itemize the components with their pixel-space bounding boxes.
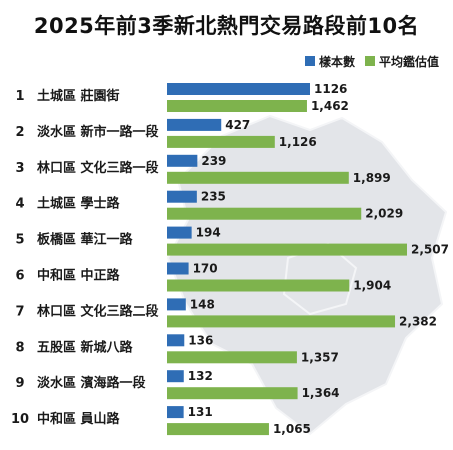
value-label-avg-valuation: 1,899 (353, 171, 391, 185)
category-label: 土城區 學士路 (37, 196, 121, 212)
legend-swatch-sample (304, 56, 315, 66)
value-label-sample-count: 131 (188, 405, 213, 419)
category-label: 中和區 員山路 (37, 411, 121, 427)
bar-sample-count (167, 406, 184, 419)
category-label: 林口區 文化三路一段 (37, 160, 159, 176)
value-label-avg-valuation: 1,904 (353, 279, 391, 293)
legend-label-sample: 樣本數 (318, 54, 355, 69)
category-label: 林口區 文化三路二段 (37, 303, 159, 319)
rank-label: 4 (15, 197, 24, 212)
bar-avg-valuation (167, 387, 298, 400)
value-label-sample-count: 136 (188, 333, 213, 347)
value-label-avg-valuation: 1,126 (279, 135, 317, 149)
bar-avg-valuation (167, 207, 362, 220)
bar-avg-valuation (167, 243, 407, 256)
value-label-avg-valuation: 2,507 (411, 243, 449, 257)
bar-avg-valuation (167, 100, 307, 112)
value-label-sample-count: 239 (201, 154, 226, 168)
legend-item-valuation: 平均鑑估值 (364, 53, 439, 70)
bar-sample-count (167, 118, 222, 131)
value-label-sample-count: 194 (196, 226, 221, 240)
bar-sample-count (167, 83, 310, 95)
rank-label: 6 (15, 269, 24, 284)
category-label: 板橋區 華江一路 (37, 232, 134, 248)
bar-avg-valuation (167, 135, 275, 148)
value-label-avg-valuation: 1,065 (273, 422, 311, 436)
rank-label: 2 (15, 125, 24, 140)
bar-sample-count (167, 190, 197, 203)
bar-sample-count (167, 298, 186, 311)
value-label-avg-valuation: 2,029 (365, 207, 403, 221)
category-label: 土城區 莊園街 (37, 88, 120, 104)
value-label-sample-count: 235 (201, 190, 226, 204)
legend: 樣本數 平均鑑估值 (304, 53, 439, 70)
legend-swatch-valuation (364, 56, 375, 66)
value-label-avg-valuation: 1,364 (302, 386, 340, 400)
category-label: 淡水區 新市一路一段 (37, 124, 159, 140)
bar-avg-valuation (167, 423, 269, 436)
bar-avg-valuation (167, 351, 297, 364)
rank-label: 9 (15, 376, 24, 391)
legend-label-valuation: 平均鑑估值 (378, 54, 439, 69)
chart-title: 2025年前3季新北熱門交易路段前10名 (33, 14, 420, 38)
category-label: 淡水區 濱海路一段 (37, 375, 146, 391)
value-label-sample-count: 1126 (314, 82, 347, 96)
rank-label: 3 (15, 161, 24, 176)
bar-avg-valuation (167, 315, 396, 328)
category-label: 五股區 新城八路 (37, 339, 134, 355)
bar-sample-count (167, 154, 198, 167)
value-label-avg-valuation: 2,382 (399, 314, 437, 328)
value-label-sample-count: 148 (190, 297, 215, 311)
value-label-avg-valuation: 1,462 (311, 99, 349, 113)
bar-sample-count (167, 334, 185, 347)
category-label: 中和區 中正路 (37, 268, 121, 284)
rank-label: 7 (15, 304, 24, 319)
bar-sample-count (167, 370, 184, 383)
bar-avg-valuation (167, 279, 350, 292)
value-label-sample-count: 427 (225, 118, 250, 132)
bar-avg-valuation (167, 171, 349, 184)
rank-label: 1 (15, 89, 24, 104)
value-label-avg-valuation: 1,357 (301, 350, 339, 364)
value-label-sample-count: 132 (188, 369, 213, 383)
value-label-sample-count: 170 (193, 262, 218, 276)
rank-label: 5 (15, 233, 24, 248)
bar-sample-count (167, 262, 189, 275)
legend-item-sample: 樣本數 (304, 53, 355, 70)
rank-label: 8 (15, 340, 24, 355)
bar-sample-count (167, 226, 192, 239)
rank-label: 10 (11, 412, 29, 427)
